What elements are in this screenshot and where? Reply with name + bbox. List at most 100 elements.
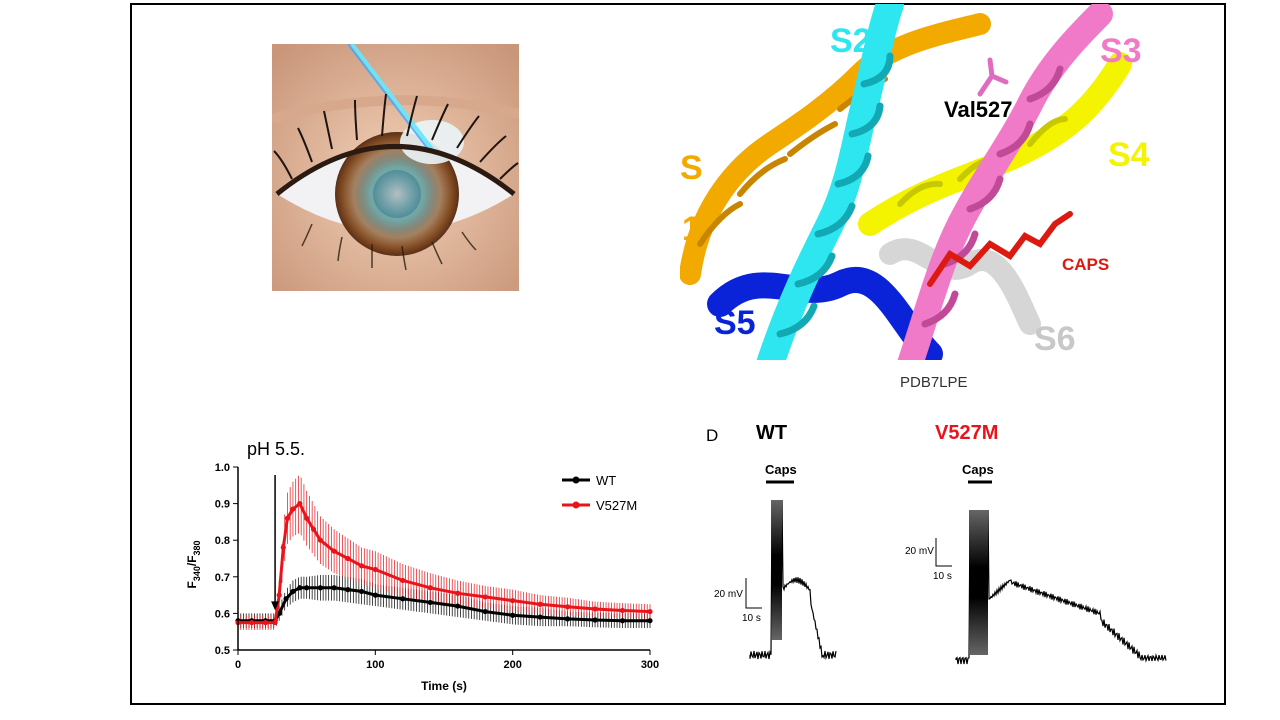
v527m-point: [482, 594, 488, 600]
wt-scale-bar: [745, 578, 762, 609]
wt-scale-voltage: 20 mV: [714, 589, 743, 600]
s2-label: S2: [830, 22, 872, 60]
v527m-point: [280, 544, 286, 551]
v527m-point: [592, 606, 598, 612]
wt-point: [427, 599, 433, 606]
s4-label: S4: [1108, 136, 1150, 174]
v527m-point: [297, 501, 303, 507]
panel-letter-d: D: [706, 426, 719, 445]
v527m-line: [238, 501, 651, 625]
s5-helix: [707, 267, 943, 360]
legend-label-v527m: V527M: [596, 498, 637, 513]
axes: 0.5 0.6 0.7 0.8 0.9 1.0 0 100 200 300 Time (s) F340…: [185, 462, 659, 693]
v527m-point: [619, 607, 626, 614]
ph-annotation: pH 5.5.: [247, 439, 306, 459]
stimulus-arrowhead: [271, 601, 280, 611]
v527m-scale-voltage: 20 mV: [905, 546, 934, 557]
y-tick-label: 0.9: [215, 499, 230, 511]
v527m-point: [276, 592, 282, 598]
y-tick-label: 1.0: [215, 462, 230, 474]
wt-scale-time: 10 s: [742, 613, 761, 624]
wt-point: [510, 612, 516, 618]
y-axis-label: F340/F380: [185, 540, 202, 588]
wt-point: [304, 585, 310, 591]
series-lines: [235, 501, 653, 626]
y-tick-label: 0.6: [215, 608, 230, 620]
capsaicin-ligand: [927, 211, 1073, 287]
x-tick-label: 100: [366, 659, 384, 671]
wt-point: [331, 585, 337, 591]
wt-point: [455, 603, 461, 609]
wt-point: [290, 588, 296, 595]
v527m-point: [372, 566, 378, 573]
v527m-point: [647, 608, 653, 615]
patch-clamp-traces: 20 mV 10 s 20 mV 10 s: [714, 480, 1167, 665]
s1-helix: [680, 13, 991, 285]
v527m-point: [400, 577, 406, 584]
calcium-chart: 0.5 0.6 0.7 0.8 0.9 1.0 0 100 200 300 Time (s) F340…: [185, 462, 659, 693]
v527m-point: [272, 619, 278, 626]
v527m-point: [427, 585, 433, 591]
v527m-point: [455, 590, 461, 596]
legend-marker-wt: [572, 476, 580, 484]
wt-point: [647, 618, 653, 624]
wt-point: [372, 592, 378, 598]
v527m-point: [249, 619, 255, 626]
v527m-point: [345, 555, 351, 562]
wt-point: [400, 596, 406, 602]
wt-point: [619, 618, 626, 624]
v527m-point: [317, 537, 323, 543]
v527m-point: [359, 563, 365, 569]
s2-helix: [756, 4, 904, 360]
y-tick-label: 0.5: [215, 645, 230, 657]
figure-frame: [130, 3, 1226, 705]
wt-point: [482, 608, 488, 615]
error-bars: [237, 475, 651, 630]
x-axis-label: Time (s): [421, 679, 467, 693]
val527-sidechain: [977, 57, 1009, 97]
v527m-scale-bar: [935, 538, 952, 567]
x-tick-label: 300: [641, 659, 659, 671]
wt-point: [565, 616, 571, 622]
v527m-point: [565, 604, 571, 610]
wt-point: [283, 596, 289, 602]
wt-caps-label: Caps: [765, 462, 797, 477]
legend-marker-v527m: [572, 501, 580, 509]
v527m-point: [262, 619, 269, 626]
v527m-scale-time: 10 s: [933, 571, 952, 582]
wt-point: [359, 588, 365, 595]
x-tick-label: 0: [235, 659, 241, 671]
wt-voltage-trace: [749, 499, 837, 661]
wt-point: [345, 587, 351, 593]
v527m-point: [304, 515, 310, 521]
wt-trace-title: WT: [756, 422, 788, 444]
s5-label: S5: [714, 304, 756, 342]
caps-ligand-label: CAPS: [1062, 255, 1109, 274]
v527m-point: [537, 601, 543, 607]
y-tick-label: 0.7: [215, 572, 230, 584]
legend: WT V527M: [562, 473, 637, 513]
v527m-point: [290, 506, 296, 512]
eye-photo: [272, 44, 519, 291]
v527m-point: [331, 548, 337, 554]
v527m-point: [510, 597, 516, 604]
s3-helix: [897, 4, 1113, 360]
wt-point: [537, 614, 543, 620]
wt-point: [317, 585, 323, 591]
x-tick-label: 200: [503, 659, 521, 671]
v527m-voltage-trace: [955, 509, 1167, 665]
val527-label: Val527: [944, 97, 1013, 122]
v527m-point: [284, 515, 291, 521]
s6-label: S6: [1034, 320, 1076, 358]
v527m-trace-title: V527M: [935, 422, 999, 444]
s3-label: S3: [1100, 32, 1142, 70]
legend-label-wt: WT: [596, 473, 616, 488]
pdb-id: PDB7LPE: [900, 374, 968, 391]
y-tick-label: 0.8: [215, 535, 230, 547]
v527m-caps-label: Caps: [962, 462, 994, 477]
wt-point: [592, 617, 598, 623]
v527m-point: [310, 526, 317, 532]
wt-point: [297, 585, 303, 591]
